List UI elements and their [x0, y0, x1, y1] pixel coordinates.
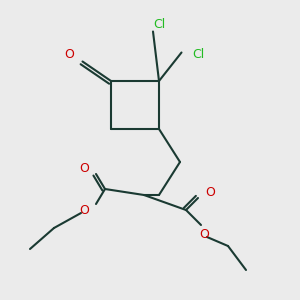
Text: Cl: Cl	[153, 17, 165, 31]
Text: O: O	[79, 203, 89, 217]
Text: O: O	[205, 185, 215, 199]
Text: Cl: Cl	[192, 47, 204, 61]
Text: O: O	[199, 227, 209, 241]
Text: O: O	[64, 47, 74, 61]
Text: O: O	[79, 161, 89, 175]
